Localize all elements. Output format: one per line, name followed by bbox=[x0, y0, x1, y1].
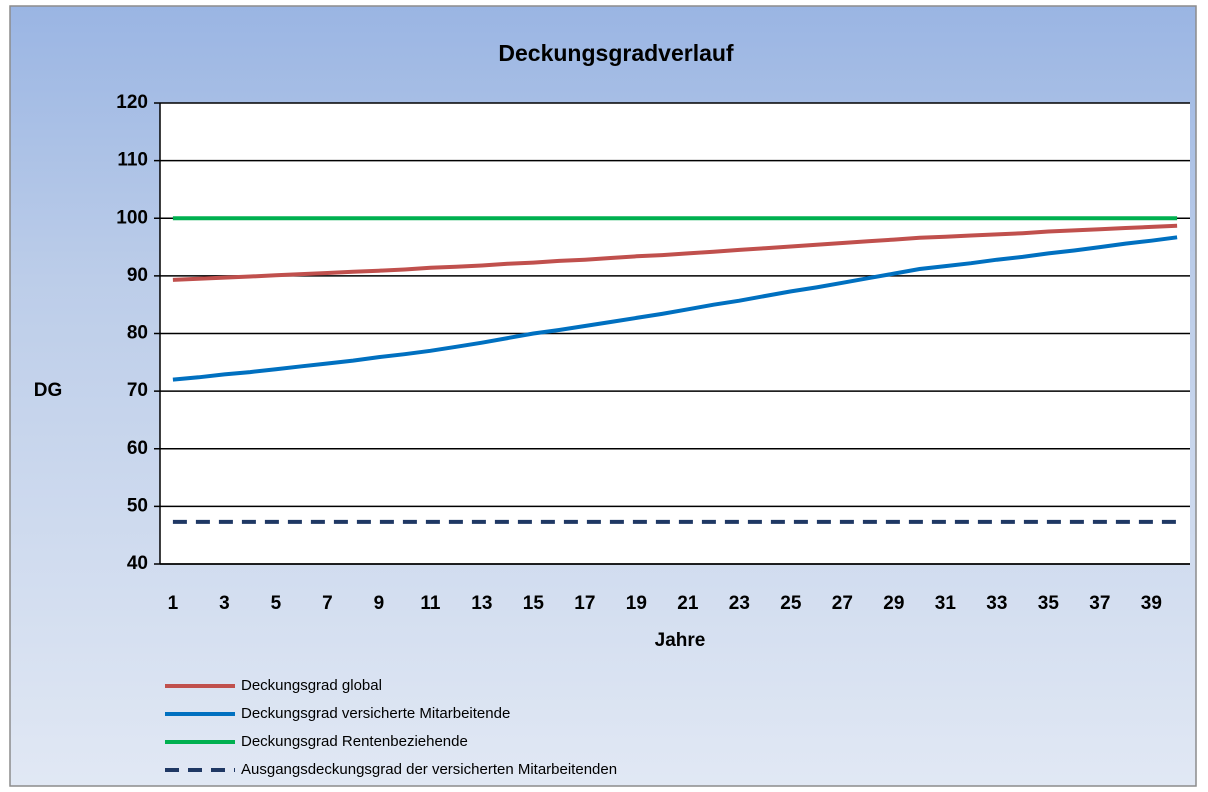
x-tick-label: 11 bbox=[420, 593, 441, 614]
y-axis-label: DG bbox=[34, 380, 63, 401]
x-tick-label: 15 bbox=[523, 593, 545, 614]
x-tick-label: 13 bbox=[471, 593, 492, 614]
x-tick-label: 25 bbox=[780, 593, 802, 614]
y-tick-label: 40 bbox=[127, 553, 148, 574]
x-tick-label: 1 bbox=[168, 593, 179, 614]
y-tick-label: 90 bbox=[127, 265, 148, 286]
x-tick-label: 37 bbox=[1089, 593, 1110, 614]
x-tick-label: 31 bbox=[935, 593, 957, 614]
x-tick-label: 23 bbox=[729, 593, 750, 614]
x-tick-label: 3 bbox=[219, 593, 230, 614]
legend-label: Deckungsgrad versicherte Mitarbeitende bbox=[241, 705, 510, 722]
x-tick-label: 21 bbox=[677, 593, 699, 614]
x-tick-label: 33 bbox=[986, 593, 1007, 614]
x-tick-label: 17 bbox=[574, 593, 595, 614]
x-tick-label: 35 bbox=[1038, 593, 1060, 614]
y-tick-label: 100 bbox=[116, 207, 148, 228]
chart-title: Deckungsgradverlauf bbox=[498, 40, 734, 66]
y-tick-label: 110 bbox=[117, 150, 148, 171]
x-tick-label: 39 bbox=[1141, 593, 1162, 614]
x-tick-label: 19 bbox=[626, 593, 647, 614]
legend-label: Ausgangsdeckungsgrad der versicherten Mi… bbox=[241, 761, 617, 778]
legend-label: Deckungsgrad global bbox=[241, 677, 382, 694]
series-line bbox=[172, 235, 1178, 382]
x-tick-label: 7 bbox=[322, 593, 333, 614]
series-line bbox=[172, 223, 1178, 282]
y-tick-label: 70 bbox=[127, 380, 148, 401]
x-tick-label: 29 bbox=[883, 593, 904, 614]
y-tick-label: 80 bbox=[127, 323, 148, 344]
y-tick-label: 50 bbox=[127, 495, 148, 516]
x-axis-label: Jahre bbox=[655, 630, 706, 651]
x-tick-label: 5 bbox=[271, 593, 282, 614]
y-tick-label: 60 bbox=[127, 438, 148, 459]
y-tick-label: 120 bbox=[116, 92, 148, 113]
x-tick-label: 27 bbox=[832, 593, 853, 614]
legend-label: Deckungsgrad Rentenbeziehende bbox=[241, 733, 468, 750]
x-tick-label: 9 bbox=[374, 593, 385, 614]
